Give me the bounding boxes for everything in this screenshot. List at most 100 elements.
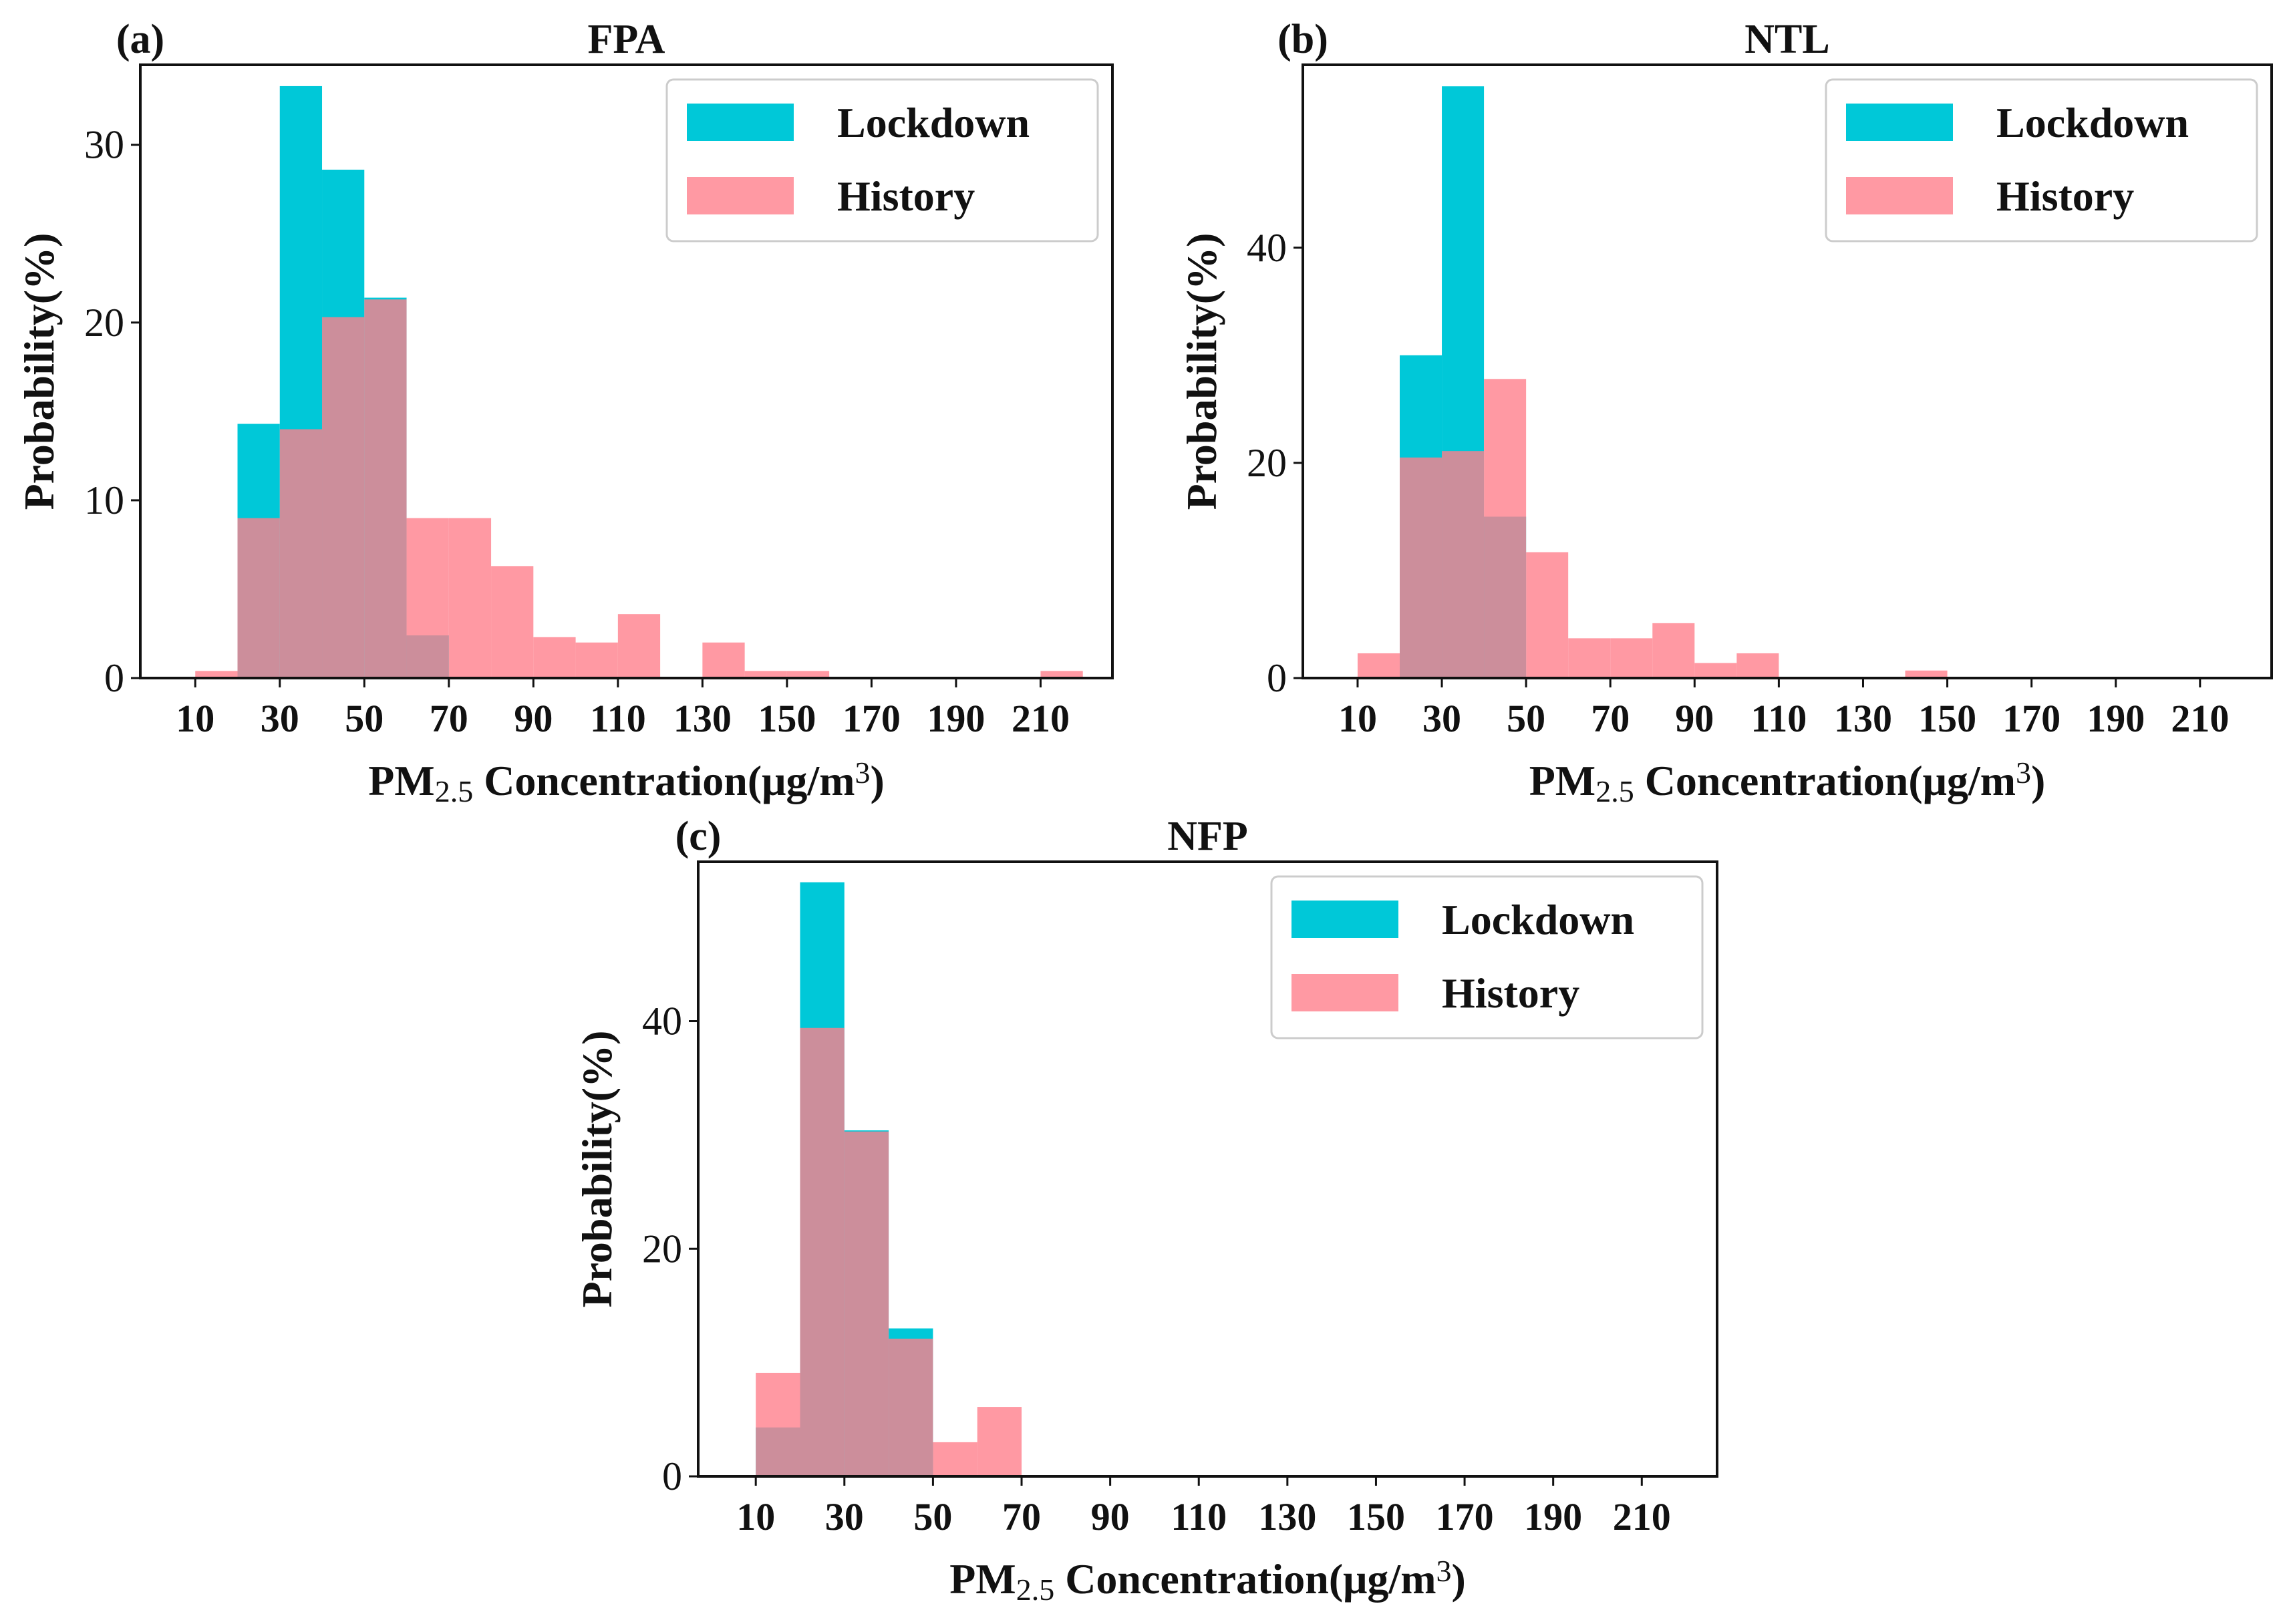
chart-title: NTL — [1744, 17, 1829, 62]
bar-history-40 — [322, 317, 365, 678]
x-axis-label-prefix: PM — [1529, 757, 1596, 804]
legend-label-lockdown: Lockdown — [837, 99, 1030, 146]
x-tick-label: 110 — [590, 697, 646, 740]
y-tick-label: 20 — [642, 1227, 682, 1271]
panel-fpa: 10 30 50 70 90 110 130 150 170 190 210 0 10 20 30 FPA (a… — [15, 17, 1114, 809]
bar-history-30 — [279, 429, 323, 678]
bar-history-30 — [1442, 451, 1485, 678]
x-tick-label: 150 — [1347, 1495, 1405, 1538]
x-tick-label: 170 — [2002, 697, 2061, 740]
bar-history-150 — [786, 671, 830, 678]
panel-label: (b) — [1277, 17, 1328, 62]
bar-history-40 — [1484, 379, 1527, 678]
x-tick-label: 170 — [1436, 1495, 1494, 1538]
x-axis-label-sup: 3 — [1436, 1554, 1452, 1588]
x-tick-label: 70 — [1591, 697, 1630, 740]
x-axis-label: PM2.5 Concentration(μg/m3) — [949, 1554, 1466, 1607]
x-tick-label: 110 — [1750, 697, 1807, 740]
x-axis-label-sub: 2.5 — [1595, 774, 1634, 808]
x-tick-label: 170 — [843, 697, 901, 740]
legend-label-lockdown: Lockdown — [1442, 896, 1634, 943]
panel-label: (c) — [675, 814, 722, 859]
y-tick-label: 0 — [662, 1454, 682, 1498]
bar-history-60 — [977, 1407, 1022, 1476]
y-tick-label: 10 — [84, 478, 124, 522]
x-tick-label: 210 — [2171, 697, 2229, 740]
bar-history-50 — [933, 1442, 977, 1476]
x-axis-label-suffix: ) — [871, 757, 885, 804]
legend-swatch-history — [1846, 177, 1953, 214]
bar-history-10 — [195, 671, 238, 678]
legend-swatch-lockdown — [687, 104, 794, 141]
plot-frame — [1302, 63, 2273, 679]
legend-label-lockdown: Lockdown — [1996, 99, 2189, 146]
y-tick-label: 20 — [84, 301, 124, 345]
x-tick-label: 130 — [673, 697, 732, 740]
x-tick-label: 130 — [1258, 1495, 1316, 1538]
series-history — [1357, 379, 1948, 678]
x-axis-label-middle: Concentration(μg/m — [473, 757, 855, 804]
x-axis-label-sup: 3 — [2016, 756, 2031, 790]
plot-frame — [139, 63, 1114, 679]
panel-label: (a) — [116, 17, 164, 62]
x-axis-label-suffix: ) — [1452, 1555, 1466, 1603]
x-tick-label: 150 — [1918, 697, 1976, 740]
bar-history-20 — [237, 518, 280, 678]
y-tick-label: 0 — [1267, 656, 1287, 700]
legend-swatch-history — [1291, 974, 1398, 1011]
bar-history-80 — [1652, 623, 1695, 678]
x-tick-label: 90 — [1091, 1495, 1130, 1538]
x-tick-label: 190 — [1524, 1495, 1582, 1538]
y-tick-label: 40 — [1247, 226, 1287, 270]
x-axis-label-middle: Concentration(μg/m — [1634, 757, 2016, 804]
y-tick-label: 0 — [104, 656, 124, 700]
bar-history-20 — [800, 1027, 845, 1476]
legend-swatch-history — [687, 177, 794, 214]
bar-history-40 — [889, 1338, 933, 1476]
bar-history-110 — [617, 614, 661, 678]
x-tick-label: 50 — [1507, 697, 1545, 740]
x-tick-label: 70 — [1002, 1495, 1041, 1538]
legend-swatch-lockdown — [1291, 901, 1398, 938]
x-tick-label: 110 — [1171, 1495, 1227, 1538]
y-tick-label: 20 — [1247, 441, 1287, 485]
x-tick-label: 10 — [736, 1495, 775, 1538]
x-tick-label: 90 — [514, 697, 553, 740]
legend: Lockdown History — [1270, 875, 1704, 1039]
legend-swatch-lockdown — [1846, 104, 1953, 141]
y-axis-label: Probability(%) — [15, 233, 63, 510]
legend-label-history: History — [1996, 172, 2134, 220]
legend-label-history: History — [1442, 969, 1579, 1017]
x-tick-label: 30 — [261, 697, 299, 740]
bar-history-210 — [1040, 671, 1083, 678]
x-axis-label-sub: 2.5 — [1016, 1573, 1055, 1607]
series-history — [756, 1027, 1022, 1476]
x-tick-label: 90 — [1675, 697, 1714, 740]
x-axis-label-sup: 3 — [855, 756, 871, 790]
bar-history-90 — [533, 637, 576, 678]
bar-history-70 — [1610, 638, 1653, 678]
bar-history-140 — [744, 671, 787, 678]
bar-history-10 — [756, 1372, 800, 1476]
x-axis-label: PM2.5 Concentration(μg/m3) — [368, 756, 885, 809]
x-tick-label: 10 — [1338, 697, 1377, 740]
plot-frame — [697, 860, 1718, 1478]
bar-history-100 — [1736, 653, 1779, 678]
panel-nfp: 10 30 50 70 90 110 130 150 170 190 210 0 20 40 NFP (c) P… — [573, 814, 1718, 1607]
x-tick-label: 210 — [1012, 697, 1070, 740]
bar-history-100 — [575, 642, 618, 678]
bar-history-50 — [1526, 552, 1569, 678]
bar-history-90 — [1694, 663, 1737, 678]
chart-title: FPA — [588, 17, 665, 62]
legend: Lockdown History — [1825, 78, 2258, 242]
bar-history-60 — [1568, 638, 1611, 678]
bar-history-60 — [406, 518, 449, 678]
legend: Lockdown History — [665, 78, 1099, 242]
bar-history-30 — [844, 1131, 889, 1476]
x-tick-label: 10 — [176, 697, 214, 740]
x-tick-label: 210 — [1613, 1495, 1671, 1538]
x-axis-label: PM2.5 Concentration(μg/m3) — [1529, 756, 2046, 809]
x-tick-label: 130 — [1834, 697, 1892, 740]
x-axis-label-middle: Concentration(μg/m — [1054, 1555, 1436, 1603]
